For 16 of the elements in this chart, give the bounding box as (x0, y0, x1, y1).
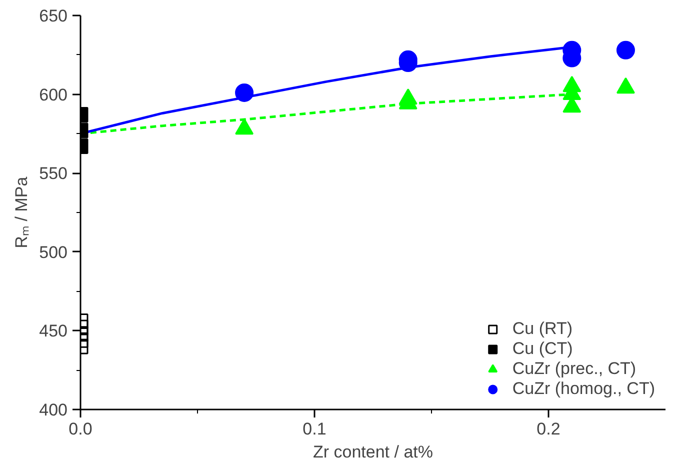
legend-label: Cu (RT) (512, 319, 572, 339)
y-tick-label: 650 (39, 6, 68, 26)
y-tick-label: 400 (39, 400, 68, 420)
point (616, 40, 635, 60)
y-tick-label: 550 (39, 164, 68, 184)
y-axis-title: Rₘ / MPa (12, 176, 32, 248)
x-tick-label: 0.2 (536, 420, 560, 438)
legend-label: CuZr (prec., CT) (512, 359, 636, 379)
x-axis-title: Zr content / at% (313, 442, 433, 462)
y-tick-label: 500 (39, 242, 68, 262)
legend-label: Cu (CT) (512, 339, 573, 359)
y-tick-label: 600 (39, 85, 68, 104)
x-tick-label: 0.1 (302, 420, 326, 438)
y-tick-label: 450 (39, 322, 68, 341)
legend-label: CuZr (homog., CT) (512, 379, 655, 399)
x-tick-label: 0.0 (68, 420, 92, 438)
